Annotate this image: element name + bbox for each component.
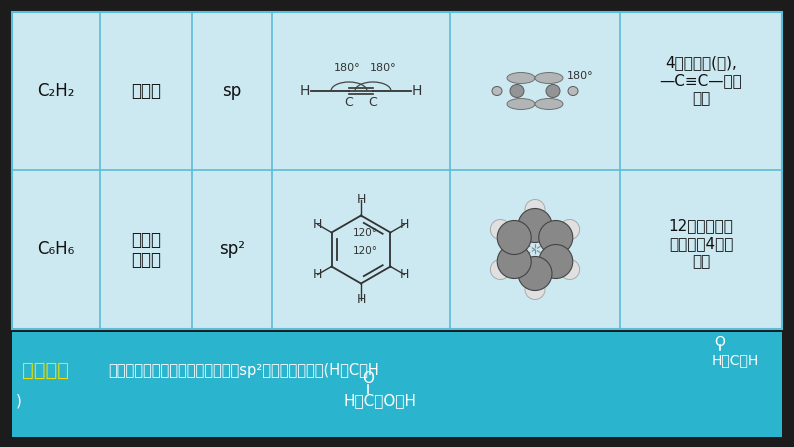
Text: H: H [313,218,322,231]
Text: H: H [412,84,422,98]
Text: 180°: 180° [370,63,396,73]
Ellipse shape [492,87,502,96]
Ellipse shape [535,72,563,84]
Ellipse shape [525,199,545,219]
Text: 120°: 120° [353,228,377,239]
Text: 六边形: 六边形 [131,250,161,269]
Ellipse shape [518,208,552,243]
Text: H: H [399,268,409,281]
Text: C₂H₂: C₂H₂ [37,82,75,100]
Text: 120°: 120° [353,246,377,257]
Text: H: H [357,193,366,206]
Text: 旋转: 旋转 [692,92,710,106]
Bar [12,12,782,329]
Text: H－C－O－H: H－C－O－H [344,393,417,408]
Ellipse shape [539,220,572,254]
Text: 直线形: 直线形 [131,82,161,100]
Text: 平面正: 平面正 [131,231,161,249]
Text: sp²: sp² [219,240,245,258]
Text: H: H [313,268,322,281]
Text: H: H [357,293,366,306]
Ellipse shape [560,219,580,240]
Ellipse shape [560,260,580,279]
Text: C₆H₆: C₆H₆ [37,240,75,258]
Text: H－C－H: H－C－H [712,353,759,367]
Ellipse shape [497,220,531,254]
Ellipse shape [525,279,545,299]
Ellipse shape [491,260,511,279]
Text: 特别提醒: 特别提醒 [22,361,69,380]
Text: O: O [362,371,374,386]
Text: O: O [715,335,726,349]
Text: C: C [345,97,353,110]
Text: 对角线上4原子: 对角线上4原子 [669,236,733,251]
Bar [12,332,782,437]
Ellipse shape [568,87,578,96]
Text: sp: sp [222,82,241,100]
Text: 180°: 180° [333,63,360,73]
Text: —C≡C—不能: —C≡C—不能 [660,73,742,89]
Text: 180°: 180° [567,71,593,81]
Text: C: C [368,97,377,110]
Ellipse shape [535,98,563,110]
Ellipse shape [510,84,524,97]
Text: 甲醛、甲酸分子中的碳原子均采取sp²杂化，甲醛分子(H－C－H: 甲醛、甲酸分子中的碳原子均采取sp²杂化，甲醛分子(H－C－H [108,363,379,378]
Text: ): ) [16,393,22,408]
Text: 共线: 共线 [692,254,710,269]
Ellipse shape [491,219,511,240]
Ellipse shape [539,245,572,278]
Ellipse shape [546,84,560,97]
Ellipse shape [518,257,552,291]
Text: 12原子共面，: 12原子共面， [669,218,734,233]
Ellipse shape [497,245,531,278]
Text: H: H [399,218,409,231]
Text: H: H [300,84,310,98]
Ellipse shape [507,98,535,110]
Text: 4原子共线(面),: 4原子共线(面), [665,55,737,71]
Ellipse shape [507,72,535,84]
